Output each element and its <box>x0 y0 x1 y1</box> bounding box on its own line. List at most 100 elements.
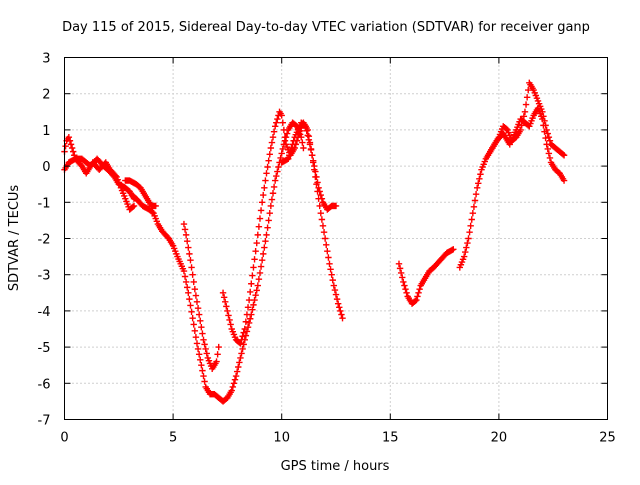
data-point <box>301 122 308 129</box>
data-point <box>312 168 319 175</box>
data-point <box>256 215 264 222</box>
data-point <box>250 301 257 309</box>
data-point <box>200 336 207 344</box>
data-point <box>257 263 265 270</box>
data-point <box>253 239 260 247</box>
data-series <box>180 220 222 373</box>
data-point <box>523 94 531 101</box>
data-point <box>258 199 266 206</box>
y-tick-label: -5 <box>38 341 51 356</box>
data-point <box>149 209 156 216</box>
data-point <box>231 376 239 383</box>
data-point <box>188 264 195 271</box>
data-point <box>331 286 339 294</box>
data-point <box>462 248 469 256</box>
data-point <box>214 351 221 358</box>
data-point <box>193 340 201 347</box>
data-point <box>62 142 69 150</box>
data-point <box>190 278 197 286</box>
data-series <box>122 177 159 210</box>
data-point <box>522 101 530 108</box>
data-point <box>543 141 550 148</box>
data-point <box>518 122 525 129</box>
data-point <box>463 244 470 251</box>
data-point <box>185 244 192 251</box>
data-point <box>222 298 229 306</box>
data-point <box>473 184 481 192</box>
data-point <box>333 295 341 303</box>
data-point <box>280 126 288 134</box>
data-point <box>269 133 277 141</box>
data-point <box>198 362 205 369</box>
data-point <box>306 141 314 148</box>
data-point <box>450 246 457 253</box>
data-point <box>215 343 222 351</box>
data-series <box>278 119 340 213</box>
data-point <box>332 291 340 298</box>
data-point <box>520 113 528 120</box>
data-point <box>237 354 244 362</box>
data-point <box>249 306 256 313</box>
data-point <box>542 134 549 142</box>
data-point <box>227 321 234 328</box>
data-point <box>265 217 272 224</box>
data-point <box>285 155 292 163</box>
tick-layer: 0 5 10 15 20 25 -7 -6 -5 -4 -3 -2 -1 0 1 2 3 <box>38 52 616 446</box>
data-point <box>244 323 252 331</box>
data-point <box>269 190 277 197</box>
data-point <box>182 278 190 286</box>
data-point <box>243 311 251 318</box>
data-point <box>68 144 76 152</box>
data-point <box>399 274 406 281</box>
data-point <box>317 209 324 217</box>
data-point <box>396 265 404 272</box>
data-point <box>240 341 247 348</box>
data-point <box>541 128 548 135</box>
data-point <box>470 203 478 211</box>
data-point <box>191 327 199 335</box>
data-point <box>235 363 242 371</box>
data-point <box>283 130 291 137</box>
data-point <box>540 122 547 129</box>
data-point <box>560 152 568 159</box>
data-point <box>472 190 480 198</box>
data-point <box>197 317 204 325</box>
data-point <box>241 325 248 333</box>
data-point <box>191 285 199 293</box>
data-point <box>187 257 194 264</box>
data-point <box>414 293 421 300</box>
data-point <box>460 253 468 260</box>
data-point <box>316 188 323 195</box>
data-point <box>251 296 258 304</box>
data-point <box>337 307 344 315</box>
data-point <box>270 128 278 135</box>
data-point <box>323 241 330 249</box>
data-point <box>67 141 75 148</box>
x-axis-label: GPS time / hours <box>281 459 390 474</box>
x-tick-label: 20 <box>491 431 508 446</box>
data-point <box>315 184 322 192</box>
data-point <box>525 86 532 94</box>
x-tick-label: 15 <box>382 431 399 446</box>
data-point <box>130 202 138 210</box>
data-point <box>213 358 220 365</box>
data-point <box>279 119 286 126</box>
data-point <box>233 368 241 375</box>
data-series <box>487 104 568 184</box>
data-point <box>278 150 285 157</box>
data-point <box>225 312 232 319</box>
data-point <box>263 170 270 177</box>
data-point <box>288 144 295 152</box>
chart-title: Day 115 of 2015, Sidereal Day-to-day VTE… <box>62 20 590 35</box>
data-point <box>313 173 320 181</box>
data-point <box>466 228 473 236</box>
data-point <box>181 226 189 233</box>
data-point <box>545 133 553 141</box>
data-point <box>307 146 315 154</box>
data-point <box>334 300 342 307</box>
data-point <box>268 196 276 203</box>
data-point <box>195 311 203 318</box>
y-tick-label: 0 <box>42 160 50 175</box>
data-point <box>152 202 159 210</box>
